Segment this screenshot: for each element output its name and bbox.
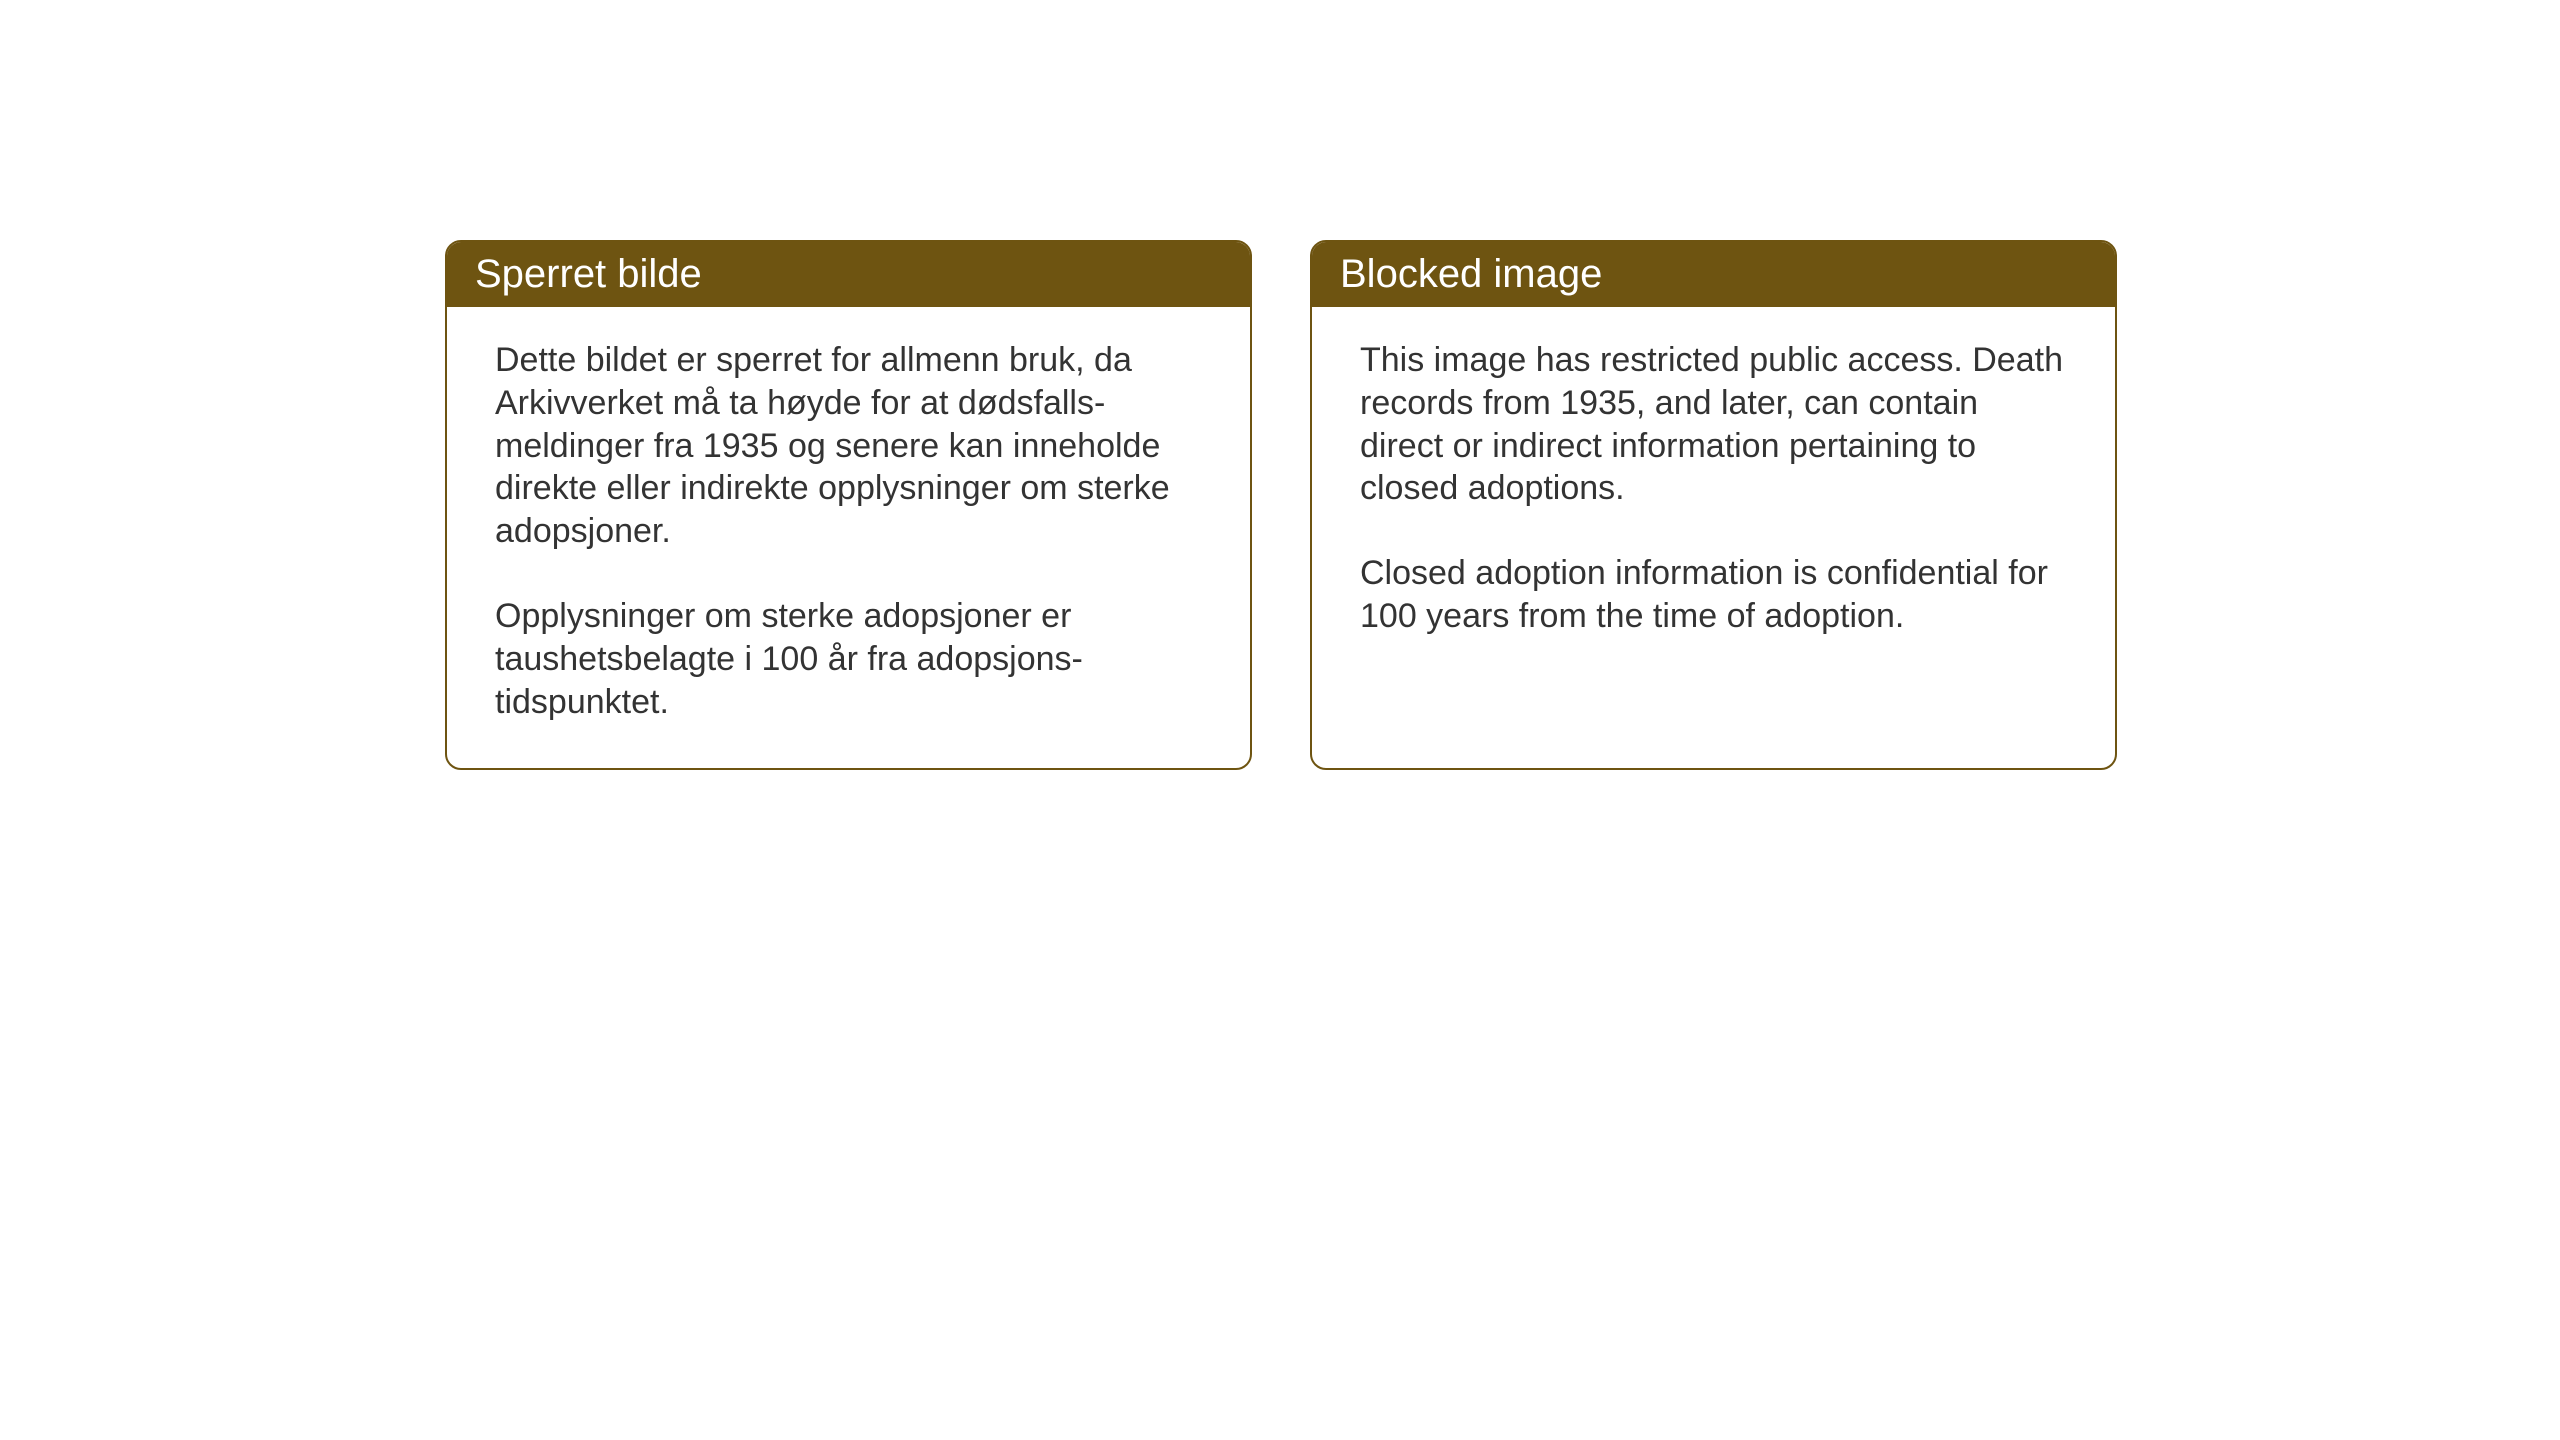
norwegian-card-title: Sperret bilde bbox=[475, 252, 702, 296]
norwegian-card-body: Dette bildet er sperret for allmenn bruk… bbox=[447, 307, 1250, 768]
english-paragraph-2: Closed adoption information is confident… bbox=[1360, 552, 2067, 638]
norwegian-card-header: Sperret bilde bbox=[447, 242, 1250, 307]
english-card-header: Blocked image bbox=[1312, 242, 2115, 307]
norwegian-paragraph-1: Dette bildet er sperret for allmenn bruk… bbox=[495, 339, 1202, 553]
norwegian-card: Sperret bilde Dette bildet er sperret fo… bbox=[445, 240, 1252, 770]
norwegian-paragraph-2: Opplysninger om sterke adopsjoner er tau… bbox=[495, 595, 1202, 723]
english-card-body: This image has restricted public access.… bbox=[1312, 307, 2115, 682]
english-paragraph-1: This image has restricted public access.… bbox=[1360, 339, 2067, 510]
english-card: Blocked image This image has restricted … bbox=[1310, 240, 2117, 770]
cards-container: Sperret bilde Dette bildet er sperret fo… bbox=[445, 240, 2117, 770]
english-card-title: Blocked image bbox=[1340, 252, 1602, 296]
